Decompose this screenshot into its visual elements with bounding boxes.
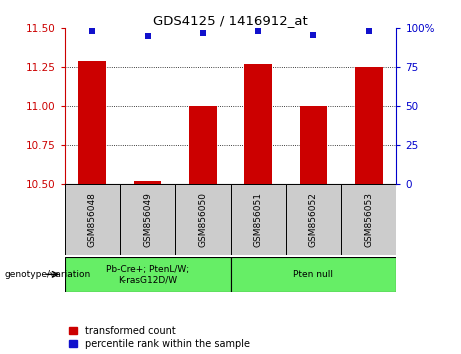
- Text: GSM856051: GSM856051: [254, 192, 263, 247]
- Text: GSM856052: GSM856052: [309, 192, 318, 247]
- Bar: [244, 64, 272, 184]
- Point: [89, 29, 96, 34]
- Text: Pten null: Pten null: [294, 270, 333, 279]
- Bar: [175, 184, 230, 255]
- Bar: [300, 106, 327, 184]
- Point: [310, 32, 317, 38]
- Text: GSM856048: GSM856048: [88, 192, 97, 247]
- Bar: [65, 257, 230, 292]
- Bar: [230, 184, 286, 255]
- Text: genotype/variation: genotype/variation: [5, 270, 91, 279]
- Bar: [286, 184, 341, 255]
- Title: GDS4125 / 1416912_at: GDS4125 / 1416912_at: [153, 14, 308, 27]
- Point: [144, 33, 151, 39]
- Bar: [189, 106, 217, 184]
- Bar: [230, 257, 396, 292]
- Text: Pb-Cre+; PtenL/W;
K-rasG12D/W: Pb-Cre+; PtenL/W; K-rasG12D/W: [106, 265, 189, 284]
- Point: [199, 30, 207, 36]
- Bar: [120, 184, 175, 255]
- Point: [365, 29, 372, 34]
- Text: GSM856050: GSM856050: [198, 192, 207, 247]
- Bar: [78, 61, 106, 184]
- Bar: [134, 181, 161, 184]
- Bar: [65, 184, 120, 255]
- Bar: [341, 184, 396, 255]
- Text: GSM856053: GSM856053: [364, 192, 373, 247]
- Text: GSM856049: GSM856049: [143, 192, 152, 247]
- Point: [254, 29, 262, 34]
- Bar: [355, 67, 383, 184]
- Legend: transformed count, percentile rank within the sample: transformed count, percentile rank withi…: [70, 326, 250, 349]
